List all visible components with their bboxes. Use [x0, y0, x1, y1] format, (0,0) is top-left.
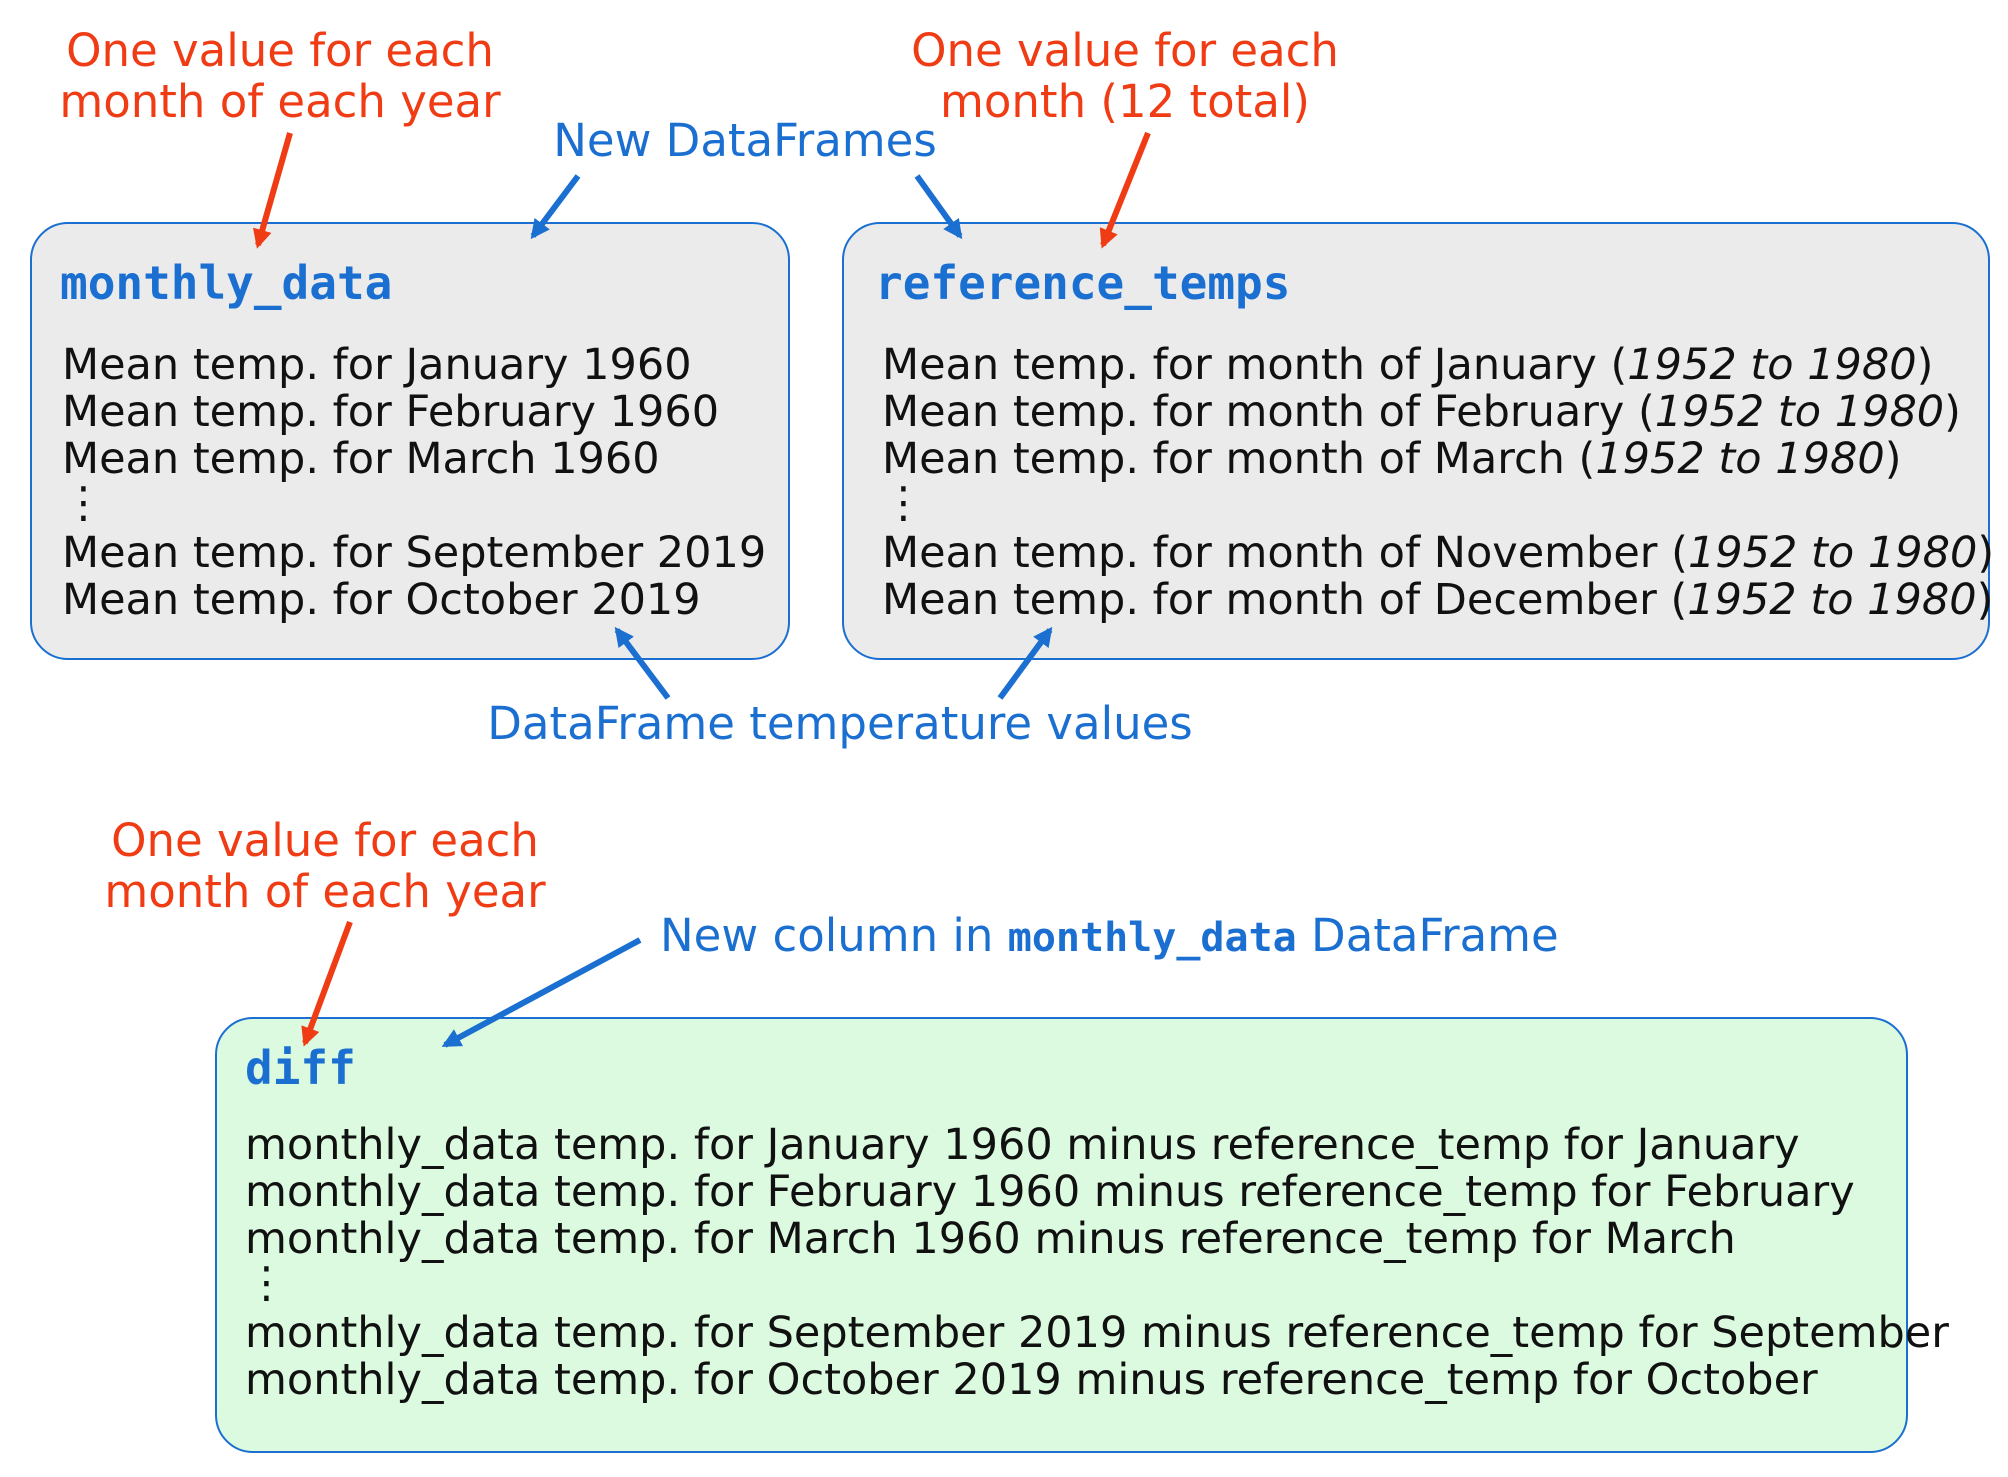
annotation-temperature-values: DataFrame temperature values [487, 697, 1193, 750]
arrow-blue-new-df-right [914, 174, 963, 240]
annotation-line: One value for each [66, 24, 494, 77]
diff-values: monthly_data temp. for January 1960 minu… [245, 1122, 1949, 1404]
value-line: Mean temp. for month of March (1952 to 1… [882, 434, 1902, 484]
diff-box [215, 1017, 1908, 1453]
code-monthly-data: monthly_data [1007, 915, 1297, 961]
monthly-data-values: Mean temp. for January 1960 Mean temp. f… [62, 342, 766, 624]
arrow-red-reference [1099, 131, 1151, 249]
reference-temps-values: Mean temp. for month of January (1952 to… [882, 342, 1994, 624]
value-line: Mean temp. for month of November (1952 t… [882, 528, 1995, 578]
value-line: Mean temp. for month of February (1952 t… [882, 387, 1961, 437]
annotation-reference-granularity: One value for each month (12 total) [895, 25, 1355, 127]
value-line: Mean temp. for January 1960 [62, 340, 692, 390]
annotation-line: month of each year [59, 75, 501, 128]
value-line: Mean temp. for month of January (1952 to… [882, 340, 1934, 390]
annotation-new-column: New column in monthly_data DataFrame [660, 909, 1559, 962]
value-line: Mean temp. for March 1960 [62, 434, 660, 484]
arrow-blue-new-df-left [530, 174, 581, 240]
arrow-red-diff [301, 920, 353, 1047]
value-line: monthly_data temp. for February 1960 min… [245, 1167, 1855, 1217]
annotation-line: month (12 total) [940, 75, 1310, 128]
arrow-red-monthly [252, 132, 293, 249]
value-line: Mean temp. for February 1960 [62, 387, 720, 437]
arrow-blue-values-right [997, 626, 1053, 700]
value-line: Mean temp. for September 2019 [62, 528, 767, 578]
monthly-data-box [30, 222, 790, 660]
diff-title: diff [245, 1041, 356, 1095]
annotation-monthly-granularity: One value for each month of each year [50, 25, 510, 127]
arrow-blue-new-column [441, 937, 642, 1048]
ellipsis: ⋮ [62, 478, 105, 528]
ellipsis: ⋮ [882, 478, 925, 528]
annotation-line: One value for each [111, 814, 539, 867]
ellipsis: ⋮ [245, 1258, 288, 1308]
value-line: Mean temp. for month of December (1952 t… [882, 575, 1994, 625]
value-line: monthly_data temp. for January 1960 minu… [245, 1120, 1800, 1170]
value-line: monthly_data temp. for October 2019 minu… [245, 1355, 1818, 1405]
annotation-line: month of each year [104, 865, 546, 918]
annotation-line: One value for each [911, 24, 1339, 77]
arrow-blue-values-left [614, 626, 671, 700]
value-line: monthly_data temp. for March 1960 minus … [245, 1214, 1736, 1264]
monthly-data-title: monthly_data [60, 256, 393, 310]
value-line: Mean temp. for October 2019 [62, 575, 701, 625]
reference-temps-title: reference_temps [875, 256, 1291, 310]
reference-temps-box [842, 222, 1990, 660]
annotation-new-dataframes: New DataFrames [553, 114, 937, 167]
annotation-diff-granularity: One value for each month of each year [95, 815, 555, 917]
value-line: monthly_data temp. for September 2019 mi… [245, 1308, 1949, 1358]
